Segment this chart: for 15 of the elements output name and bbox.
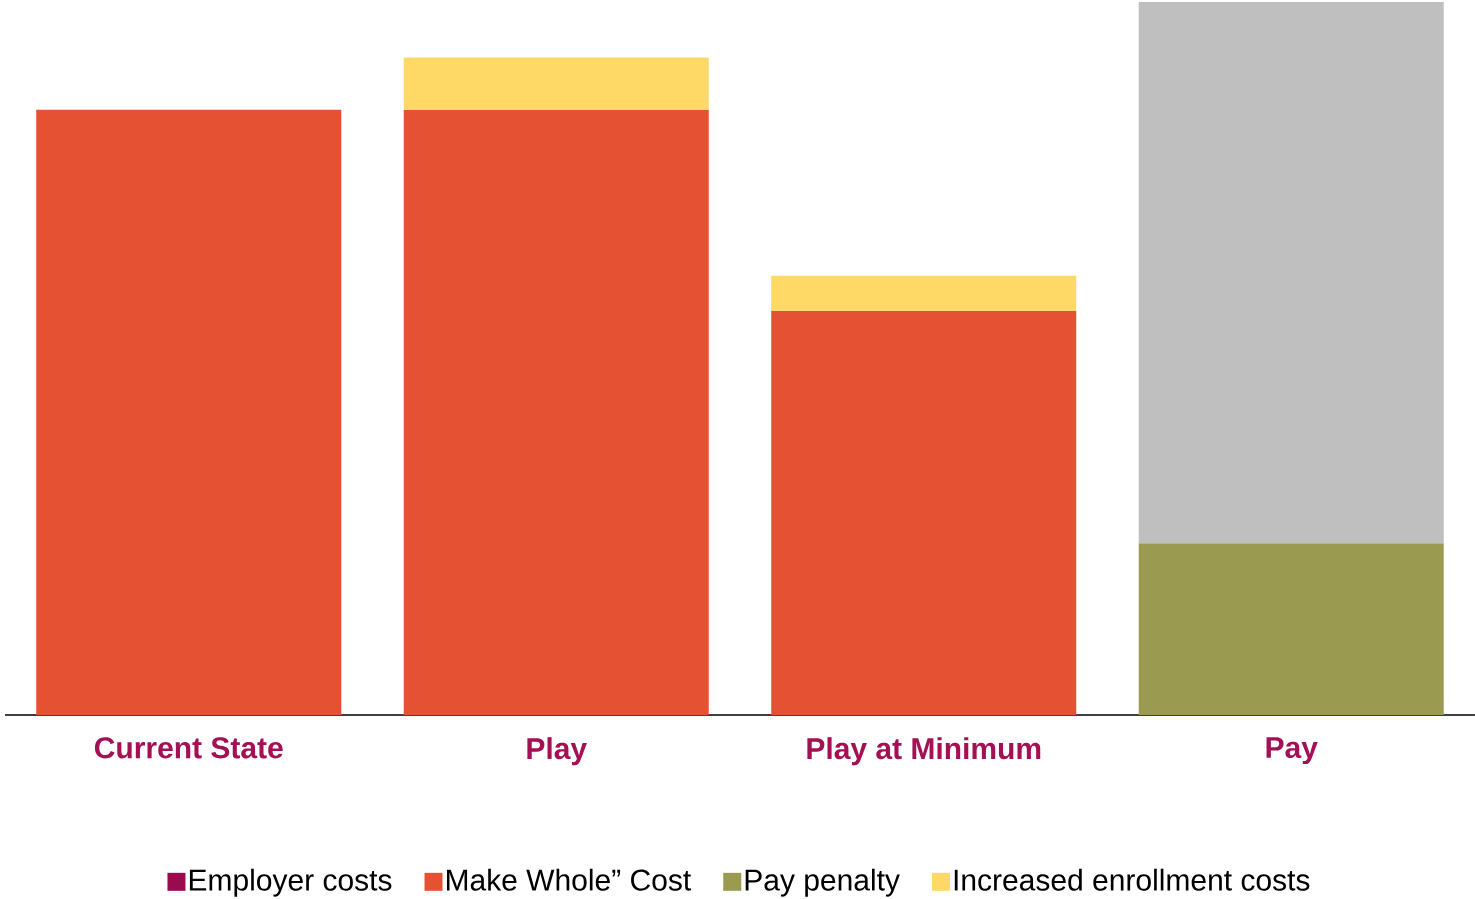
legend-label: Pay penalty [745,868,900,897]
x-tick-label: Play at Minimum [807,737,1041,766]
legend-label: Employer costs [189,868,392,897]
legend-label: Increased enrollment costs [954,868,1310,891]
bar [1138,543,1444,715]
bar [1138,1,1444,544]
bar [36,109,342,715]
bar [403,57,709,110]
bar [403,109,709,715]
x-tick-label: Pay [1266,737,1318,765]
bar [771,310,1077,715]
x-tick-label: Current State [94,737,283,759]
x-tick-label: Play [527,737,587,766]
legend-label: Make Whole” Cost [446,868,691,891]
bar [771,275,1077,311]
